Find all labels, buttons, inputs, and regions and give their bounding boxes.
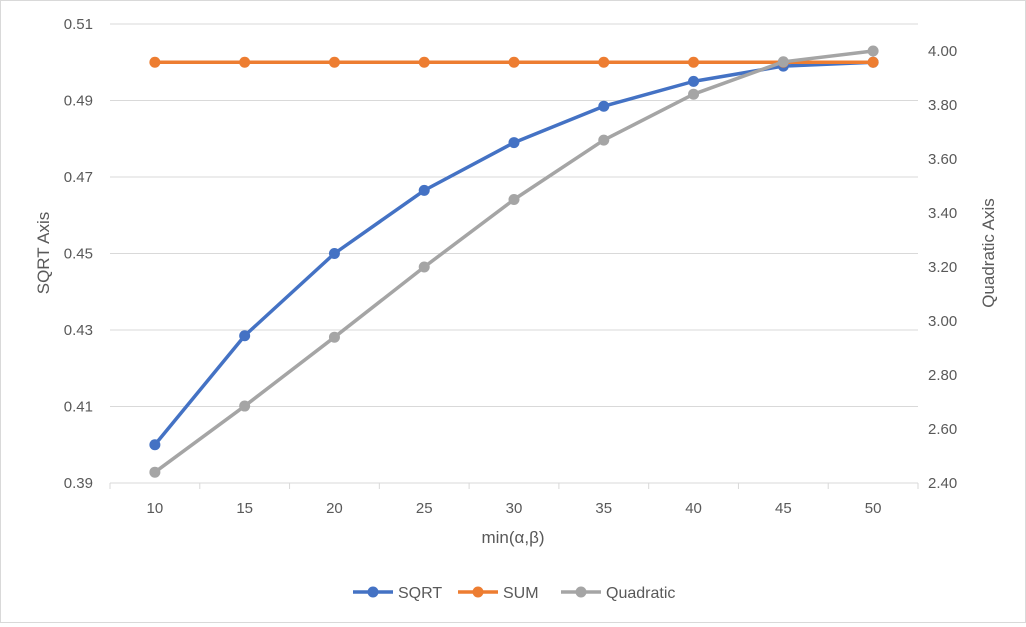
data-point [867, 56, 879, 68]
right-tick-label: 3.00 [928, 313, 957, 330]
data-point [777, 56, 789, 68]
right-tick-label: 2.40 [928, 475, 957, 492]
series-quadratic [149, 45, 879, 478]
legend-label: SQRT [398, 585, 442, 602]
right-tick-label: 2.80 [928, 367, 957, 384]
left-tick-label: 0.47 [64, 169, 93, 186]
right-tick-label: 3.40 [928, 205, 957, 222]
data-point [239, 400, 251, 412]
legend-item-sqrt: SQRT [353, 585, 442, 602]
left-axis-ticks: 0.39 0.41 0.43 0.45 0.47 0.49 0.51 [64, 16, 93, 492]
data-point [688, 88, 700, 100]
data-point [598, 100, 610, 112]
right-tick-label: 4.00 [928, 43, 957, 60]
left-tick-label: 0.41 [64, 399, 93, 416]
data-point [149, 439, 161, 451]
data-point [508, 194, 520, 205]
legend-marker [575, 586, 587, 598]
data-point [867, 45, 879, 57]
x-tick-label: 10 [147, 500, 164, 517]
x-axis-title: min(α,β) [481, 528, 544, 547]
left-axis-title: SQRT Axis [34, 212, 53, 295]
data-point [598, 56, 610, 68]
x-tick-label: 15 [236, 500, 253, 517]
axes [109, 482, 919, 489]
legend-label: SUM [503, 585, 539, 602]
data-point [149, 56, 161, 68]
x-tick-label: 30 [506, 500, 523, 517]
legend-label: Quadratic [606, 585, 675, 602]
data-point [418, 56, 430, 68]
left-tick-label: 0.39 [64, 475, 93, 492]
data-point [328, 56, 340, 68]
right-tick-label: 3.80 [928, 97, 957, 114]
data-point [598, 134, 610, 146]
legend-item-quadratic: Quadratic [561, 585, 675, 602]
right-tick-label: 3.20 [928, 259, 957, 276]
series-group [149, 45, 879, 478]
legend-item-sum: SUM [458, 585, 539, 602]
left-tick-label: 0.45 [64, 246, 93, 263]
series-line [153, 49, 875, 474]
data-point [149, 466, 161, 478]
x-tick-label: 20 [326, 500, 343, 517]
data-point [328, 248, 340, 259]
x-axis-ticks: 10 15 20 25 30 35 40 45 50 [147, 500, 882, 517]
right-axis-title: Quadratic Axis [979, 198, 998, 308]
gridlines [110, 23, 918, 407]
left-tick-label: 0.51 [64, 16, 93, 33]
data-point [508, 137, 520, 149]
x-tick-label: 25 [416, 500, 433, 517]
right-axis-ticks: 2.40 2.60 2.80 3.00 3.20 3.40 3.60 3.80 4.00 [928, 43, 957, 492]
x-tick-label: 50 [865, 500, 882, 517]
data-point [239, 330, 251, 342]
data-point [688, 56, 700, 68]
x-tick-label: 45 [775, 500, 792, 517]
right-tick-label: 2.60 [928, 421, 957, 438]
right-tick-label: 3.60 [928, 151, 957, 168]
data-point [418, 261, 430, 273]
legend: SQRT SUM Quadratic [353, 585, 675, 602]
legend-marker [367, 586, 379, 598]
data-point [688, 75, 700, 87]
x-tick-label: 35 [595, 500, 612, 517]
data-point [239, 56, 251, 68]
data-point [328, 331, 340, 343]
left-tick-label: 0.43 [64, 322, 93, 339]
left-tick-label: 0.49 [64, 93, 93, 110]
legend-marker [472, 586, 484, 598]
data-point [418, 184, 430, 196]
data-point [508, 56, 520, 68]
x-tick-label: 40 [685, 500, 702, 517]
